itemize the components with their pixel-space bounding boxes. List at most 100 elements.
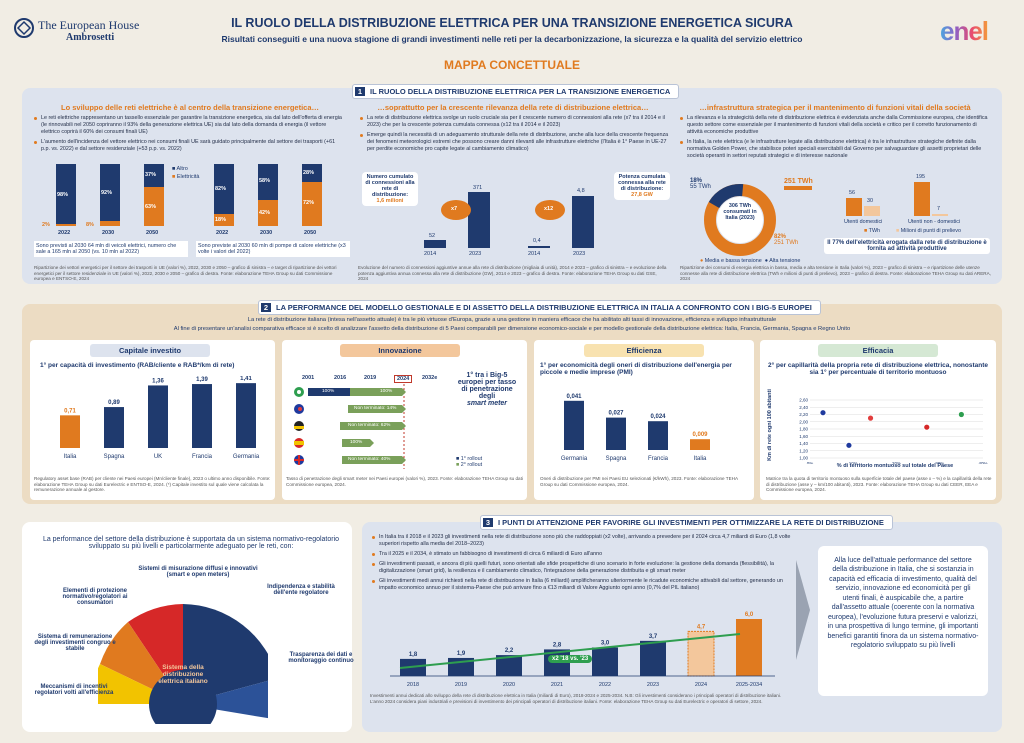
col3-heading: …infrastruttura strategica per il manten… <box>699 103 971 112</box>
efc-label: Efficacia <box>818 344 938 357</box>
lbl: 63% <box>145 204 157 210</box>
donut-center-text: 306 TWh consumati in Italia (2023) <box>723 203 757 221</box>
efc-xtick: 0% <box>807 461 814 464</box>
page-subtitle: Risultati conseguiti e una nuova stagion… <box>221 34 803 44</box>
efc-point <box>819 409 827 417</box>
bar-other-2030 <box>100 164 120 221</box>
investment-bar <box>640 640 666 676</box>
cap-source: Regulatory asset base (RAB) per cliente … <box>34 476 271 492</box>
val: 0,4 <box>533 238 541 244</box>
conclusion-arrow <box>796 560 810 660</box>
section2-intro2: Al fine di presentare un'analisi compara… <box>173 326 851 332</box>
arrow-shaft <box>784 186 812 190</box>
efc-xtick: 40% <box>978 461 987 464</box>
lbl: 72% <box>303 200 315 206</box>
regulatory-center: Sistema della distribuzione elettrica it… <box>158 664 208 685</box>
bar-elec-r-2022 <box>214 214 234 226</box>
year: 2016 <box>334 375 347 381</box>
regulatory-label: Sistemi di misurazione diffusi e innovat… <box>138 566 258 578</box>
investment-year: 2024 <box>695 682 707 688</box>
efc-xtick: 20% <box>892 461 901 464</box>
section1-title: 1 IL RUOLO DELLA DISTRIBUZIONE ELETTRICA … <box>352 84 680 99</box>
efc-ytick: 1,00 <box>799 456 808 461</box>
efc-ytick: 1,40 <box>799 441 808 446</box>
lbl: 58% <box>259 178 271 184</box>
val: 4,8 <box>577 188 585 194</box>
col1-note-left: Sono previsti al 2030 64 mln di veicoli … <box>34 241 188 257</box>
cap-bar <box>236 383 256 448</box>
val: 7 <box>937 206 940 212</box>
investment-source: Investimenti annui dedicati allo svilupp… <box>370 693 782 704</box>
investment-value: 3,0 <box>601 641 610 647</box>
cat: Utenti domestici <box>844 219 883 225</box>
col2-box1: Numero cumulato di connessioni alla rete… <box>362 172 418 206</box>
eff-chart: 0,041 Germania 0,027 Spagna 0,024 Francia 0,00… <box>561 394 710 462</box>
eff-bar <box>564 400 584 450</box>
section2-intro1: La rete di distribuzione italiana (intes… <box>247 317 777 323</box>
investment-value: 4,7 <box>697 624 706 630</box>
eff-country: Germania <box>561 456 588 462</box>
s3-bullet: Gli investimenti medi annui richiesti ne… <box>372 578 792 592</box>
section3-title-text: I PUNTI DI ATTENZIONE PER FAVORIRE GLI I… <box>498 518 884 527</box>
regulatory-label: Sistema di remunerazione degli investime… <box>34 634 116 652</box>
cap-chart: 0,71 Italia 0,89 Spagna 1,36 UK 1,39 Francia 1,4… <box>60 376 260 460</box>
inn-bar-label: 100% <box>350 440 363 445</box>
efc-ylabel: Km di rete ogni 100 abitanti <box>767 389 773 461</box>
bar-other-r-2050 <box>302 164 322 182</box>
page-title: IL RUOLO DELLA DISTRIBUZIONE ELETTRICA P… <box>231 16 793 30</box>
col3-arrow: 251 TWh <box>784 178 824 190</box>
efc-headline: 2° per capillarità della propria rete di… <box>767 362 989 376</box>
cap-value: 0,71 <box>64 408 76 414</box>
col1-bullet: Le reti elettriche rappresentano un tass… <box>34 115 344 136</box>
eff-source: Oneri di distribuzione per PMI nei Paesi… <box>540 476 738 487</box>
inn-label: Innovazione <box>340 344 460 357</box>
bar-2023 <box>468 192 490 248</box>
bar-2023 <box>572 196 594 248</box>
lbl: 82% <box>215 186 227 192</box>
bar-elec-r-2030 <box>258 200 278 226</box>
eff-bar <box>606 417 626 450</box>
legend-at: ● Alta tensione <box>764 258 801 264</box>
efc-point <box>867 414 874 422</box>
col1-bullet: L'aumento dell'incidenza del vettore ele… <box>34 139 344 153</box>
growth-label: x2 '18 vs. '23 <box>548 655 593 663</box>
logo-left-line2: Ambrosetti <box>66 32 115 43</box>
eff-bar <box>690 439 710 450</box>
col2-bullet: La rete di distribuzione elettrica svolg… <box>360 115 670 129</box>
cap-value: 1,36 <box>152 378 164 384</box>
chart-left <box>56 164 164 226</box>
col1-bullets: Le reti elettriche rappresentano un tass… <box>34 115 344 156</box>
rollout-france <box>348 405 406 413</box>
chart-right <box>214 164 322 226</box>
regulatory-label: Meccanismi di incentivi regolatori volti… <box>34 684 114 696</box>
investment-chart: 1,8 2018 1,9 2019 2,2 2020 2,8 2021 3,0 2022 3,7 20… <box>390 612 775 688</box>
lbl: 28% <box>303 170 315 176</box>
inn-rank-em: smart meter <box>466 400 508 407</box>
col2-chart2 <box>528 196 594 248</box>
efc-chart: 2,60 2,40 2,20 2,00 1,80 1,60 1,40 1,20 1,000% 10… <box>799 398 987 464</box>
col3-bullet: La rilevanza e la strategicità della ret… <box>680 115 992 136</box>
eff-headline: 1° per economicità degli oneri di distri… <box>540 362 732 376</box>
col3-source: Ripartizione dei consumi di energia elet… <box>680 265 991 281</box>
inn-bar-label: Non terminato: 14% <box>354 406 397 411</box>
investment-value: 2,2 <box>505 648 514 654</box>
cap-value: 1,41 <box>240 376 252 382</box>
efc-xlabel: % di territorio montuoso sul totale del … <box>836 463 954 469</box>
bar-other-2022 <box>56 164 76 224</box>
mult-bubble <box>441 200 471 220</box>
legend-twh: ■ TWh <box>864 228 881 234</box>
bar-dom-mil <box>864 206 880 216</box>
mult-bubble <box>535 200 565 220</box>
year: 2024 <box>394 375 413 383</box>
bar-other-r-2030 <box>258 164 278 200</box>
efc-ytick: 2,00 <box>799 419 808 424</box>
col1-chart-labels: 98% 92% 37% 63% 2% 8% 82% 18% 58% 42% 28… <box>30 160 350 250</box>
bar-elec-2050 <box>144 187 164 226</box>
logo-left-line1: The European House <box>38 18 140 32</box>
eff-label: Efficienza <box>584 344 704 357</box>
col1-charts <box>56 164 322 226</box>
section3-title: 3 I PUNTI DI ATTENZIONE PER FAVORIRE GLI … <box>480 515 893 530</box>
investment-value: 2,8 <box>553 642 562 648</box>
legend-rollout2: ■ 2° rollout <box>456 462 483 468</box>
lbl: 92% <box>101 190 113 196</box>
